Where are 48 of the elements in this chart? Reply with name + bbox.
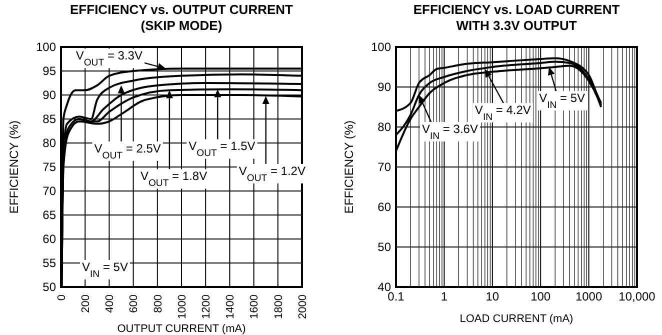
y-tick-label: 50: [42, 280, 56, 294]
x-tick-label: 10: [486, 290, 500, 304]
x-tick-label: 1000: [176, 294, 188, 319]
annotation: V$_{IN}$ = 3.6V: [422, 122, 478, 142]
annotation: V$_{OUT}$ = 3.3V: [76, 48, 142, 68]
y-tick-label: 80: [42, 136, 56, 150]
x-tick-label: 1: [440, 290, 448, 304]
x-tick-label: 2000: [296, 294, 309, 319]
y-tick-label: 60: [42, 232, 56, 246]
y-tick-label: 55: [42, 256, 56, 270]
x-tick-label: 100: [530, 290, 551, 304]
x-tick-label: 800: [152, 294, 164, 313]
x-axis-title: OUTPUT CURRENT (mA): [117, 323, 246, 335]
y-tick-label: 70: [378, 160, 392, 174]
chart-title: EFFICIENCY vs. OUTPUT CURRENT (SKIP MODE): [70, 2, 294, 33]
y-tick-label: 100: [370, 40, 392, 54]
x-tick-label: 600: [128, 294, 140, 313]
y-tick-label: 50: [378, 240, 392, 254]
y-tick-label: 90: [378, 80, 392, 94]
y-tick-label: 85: [42, 112, 56, 126]
annotation: V$_{IN}$ = 5V: [539, 91, 586, 110]
x-tick-label: 10,000: [618, 290, 656, 304]
y-tick-label: 90: [42, 88, 56, 102]
x-tick-label: 1400: [224, 294, 237, 319]
x-tick-label: 1200: [200, 294, 212, 319]
y-axis-title: EFFICIENCY (%): [7, 120, 21, 214]
x-tick-label: 1600: [248, 294, 261, 319]
x-tick-label: 200: [80, 294, 92, 313]
y-tick-label: 95: [42, 64, 56, 78]
x-tick-label: 0: [56, 294, 68, 301]
y-axis-title: EFFICIENCY (%): [342, 120, 356, 214]
annotation: V$_{IN}$ = 4.2V: [474, 103, 531, 122]
annotation: V$_{OUT}$ = 2.5V: [94, 141, 161, 161]
x-tick-label: 1800: [272, 294, 285, 319]
x-tick-label: 1000: [575, 290, 602, 304]
y-tick-label: 70: [42, 184, 56, 198]
y-tick-label: 100: [36, 40, 56, 54]
chart-title: EFFICIENCY vs. LOAD CURRENT WITH 3.3V OUTPUT: [413, 2, 620, 33]
annotation: V$_{OUT}$ = 1.8V: [140, 169, 208, 189]
annotation: V$_{OUT}$ = 1.2V: [238, 164, 306, 184]
annotation: V$_{OUT}$ = 1.5V: [188, 139, 256, 159]
y-tick-label: 75: [42, 160, 56, 174]
x-axis-title: LOAD CURRENT (mA): [460, 313, 574, 325]
y-tick-label: 60: [378, 200, 392, 214]
x-tick-label: 400: [104, 294, 116, 313]
y-tick-label: 80: [378, 120, 392, 134]
y-tick-label: 65: [42, 208, 56, 222]
annotation: V$_{IN}$ = 5V: [82, 260, 128, 280]
